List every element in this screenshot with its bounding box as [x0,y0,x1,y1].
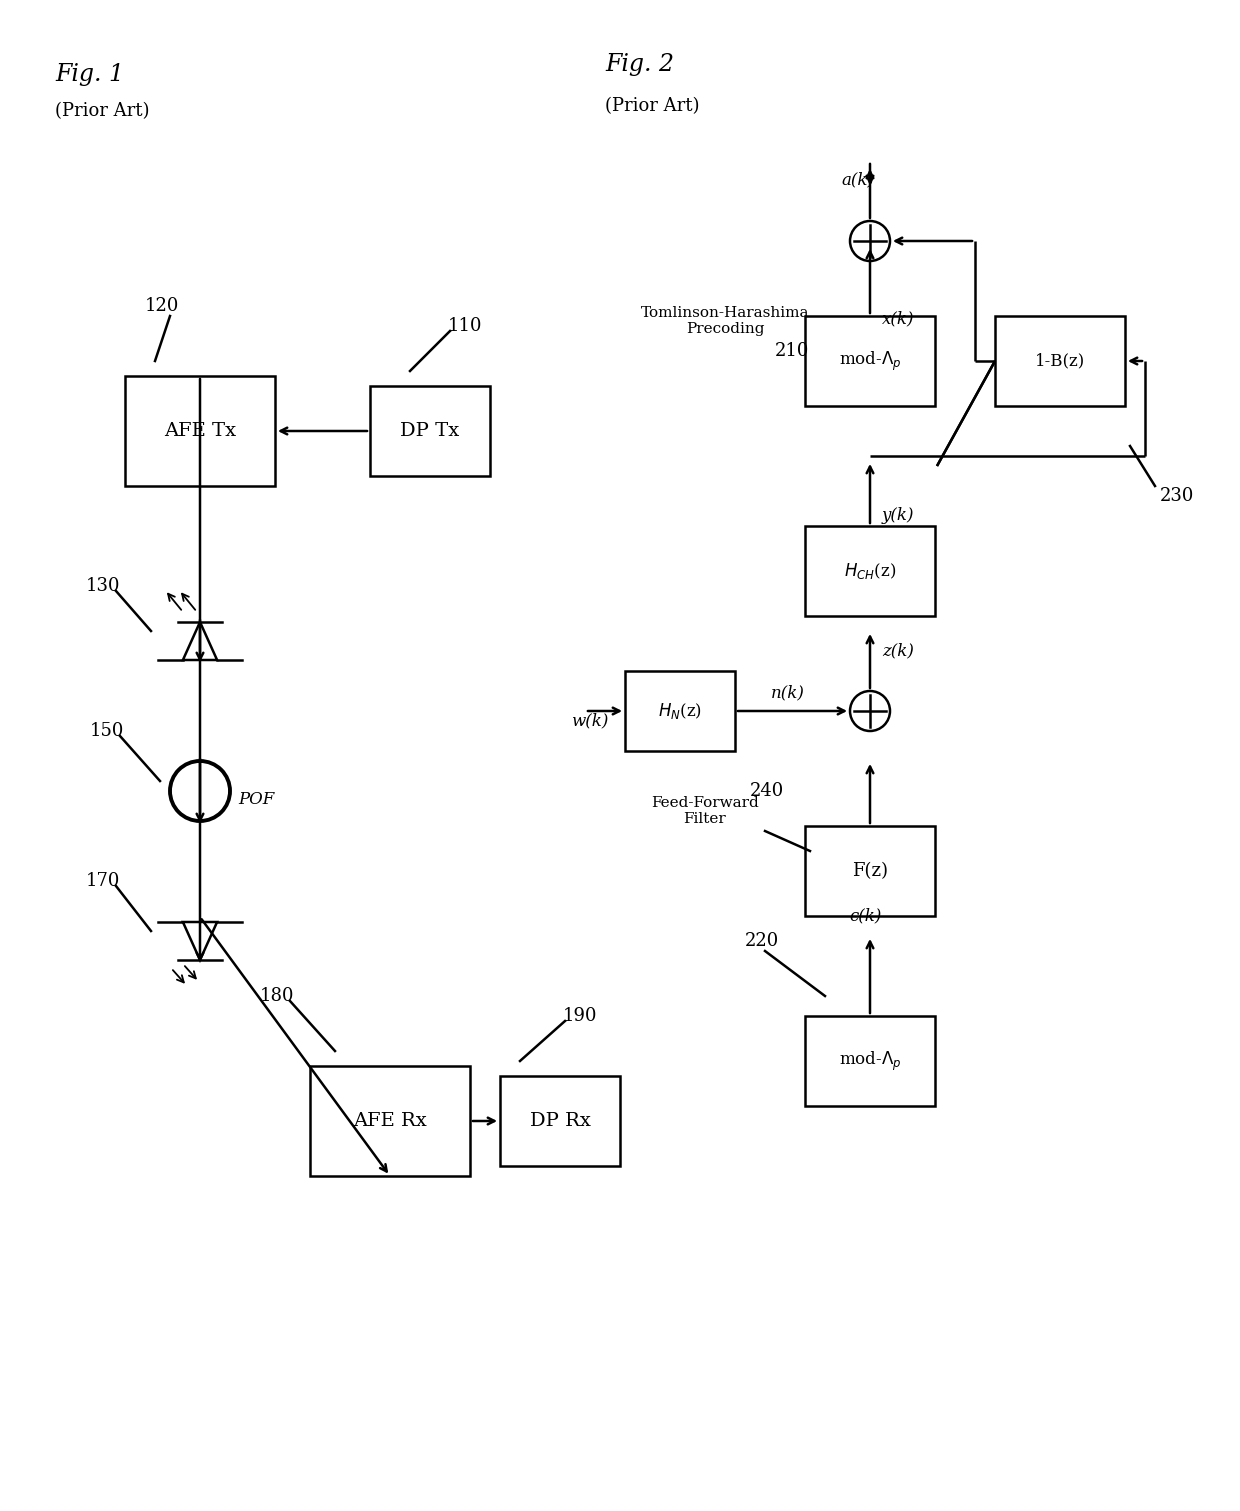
Text: 180: 180 [260,987,295,1005]
Text: DP Tx: DP Tx [401,422,460,440]
Text: F(z): F(z) [852,861,888,879]
Text: mod-$\Lambda_p$: mod-$\Lambda_p$ [838,1050,901,1073]
Text: AFE Rx: AFE Rx [353,1112,427,1130]
Text: 220: 220 [745,932,779,950]
Text: 230: 230 [1159,487,1194,505]
Text: 170: 170 [86,872,120,890]
Circle shape [170,762,229,820]
Polygon shape [184,623,217,660]
Text: z(k): z(k) [882,642,914,659]
Text: mod-$\Lambda_p$: mod-$\Lambda_p$ [838,349,901,373]
FancyBboxPatch shape [625,671,735,751]
FancyBboxPatch shape [805,316,935,406]
Text: 120: 120 [145,298,180,314]
Text: 210: 210 [775,341,810,360]
FancyBboxPatch shape [994,316,1125,406]
Text: 150: 150 [91,722,124,740]
FancyBboxPatch shape [500,1076,620,1166]
Text: y(k): y(k) [882,508,915,524]
FancyBboxPatch shape [310,1065,470,1176]
Text: 240: 240 [750,783,784,799]
FancyBboxPatch shape [805,526,935,616]
FancyBboxPatch shape [805,1015,935,1106]
Circle shape [849,691,890,731]
Text: a(k): a(k) [842,171,874,187]
Text: Fig. 1: Fig. 1 [55,63,124,86]
FancyBboxPatch shape [125,376,275,487]
Text: $H_N$(z): $H_N$(z) [658,701,702,721]
Text: 130: 130 [86,577,120,595]
Text: x(k): x(k) [882,310,915,326]
Text: $H_{CH}$(z): $H_{CH}$(z) [844,561,897,582]
Text: 190: 190 [563,1006,598,1024]
Text: w(k): w(k) [572,713,609,730]
Text: Fig. 2: Fig. 2 [605,53,675,76]
Text: 1-B(z): 1-B(z) [1035,352,1085,370]
Text: (Prior Art): (Prior Art) [55,103,150,119]
FancyBboxPatch shape [805,827,935,916]
Text: AFE Tx: AFE Tx [164,422,236,440]
Polygon shape [184,922,217,959]
Text: Feed-Forward
Filter: Feed-Forward Filter [651,796,759,827]
Text: (Prior Art): (Prior Art) [605,97,699,115]
Text: Tomlinson-Harashima
Precoding: Tomlinson-Harashima Precoding [641,305,810,335]
Circle shape [849,221,890,261]
Text: c(k): c(k) [849,907,882,925]
Text: POF: POF [238,790,274,807]
Text: n(k): n(k) [770,684,805,701]
Text: DP Rx: DP Rx [529,1112,590,1130]
FancyBboxPatch shape [370,385,490,476]
Text: 110: 110 [448,317,482,335]
